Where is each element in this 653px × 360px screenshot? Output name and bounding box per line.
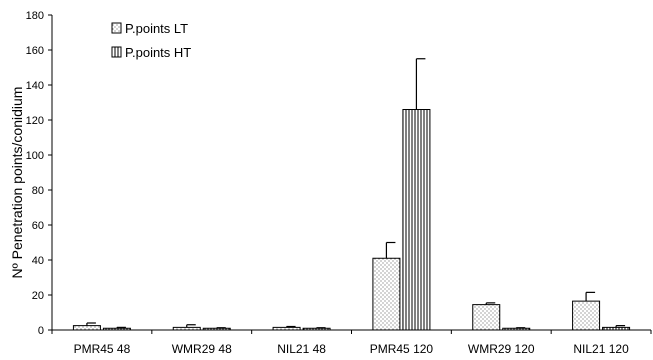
bar-lt	[272, 326, 301, 331]
bar-lt	[372, 257, 401, 331]
y-tick-label: 120	[26, 115, 44, 127]
y-tick-label: 40	[32, 255, 44, 267]
x-category-label: NIL21 48	[277, 342, 326, 356]
legend-swatch	[111, 46, 122, 58]
legend-label: P.points HT	[125, 45, 191, 60]
bar-ht	[202, 327, 231, 331]
x-category-label: NIL21 120	[573, 342, 629, 356]
axes: 0 20 40 60 80 100 120 140 160 180 PMR45 48 WMR29 48…	[26, 10, 652, 356]
y-tick-label: 60	[32, 220, 44, 232]
bar-lt	[572, 300, 601, 331]
x-category-label: WMR29 120	[468, 342, 535, 356]
bar-ht	[102, 327, 131, 331]
legend-swatch	[111, 22, 122, 34]
x-category-label: WMR29 48	[172, 342, 232, 356]
y-tick-label: 80	[32, 185, 44, 197]
bars	[72, 109, 631, 331]
y-tick-label: 0	[38, 325, 44, 337]
bar-lt	[72, 325, 101, 331]
bar-lt	[472, 304, 501, 331]
x-category-label: PMR45 120	[370, 342, 434, 356]
error-bars	[86, 58, 626, 329]
bar-lt	[172, 326, 201, 331]
bar-ht	[602, 326, 631, 331]
bar-ht	[302, 327, 331, 331]
y-tick-label: 140	[26, 80, 44, 92]
bar-ht	[402, 109, 431, 331]
legend: P.points LT P.points HT	[111, 21, 191, 60]
y-axis-label: Nº Penetration points/conidium	[9, 87, 25, 279]
x-category-label: PMR45 48	[74, 342, 131, 356]
bar-ht	[502, 327, 531, 331]
y-tick-label: 160	[26, 45, 44, 57]
y-tick-label: 20	[32, 290, 44, 302]
legend-label: P.points LT	[125, 21, 188, 36]
y-tick-label: 100	[26, 150, 44, 162]
y-tick-label: 180	[26, 10, 44, 22]
